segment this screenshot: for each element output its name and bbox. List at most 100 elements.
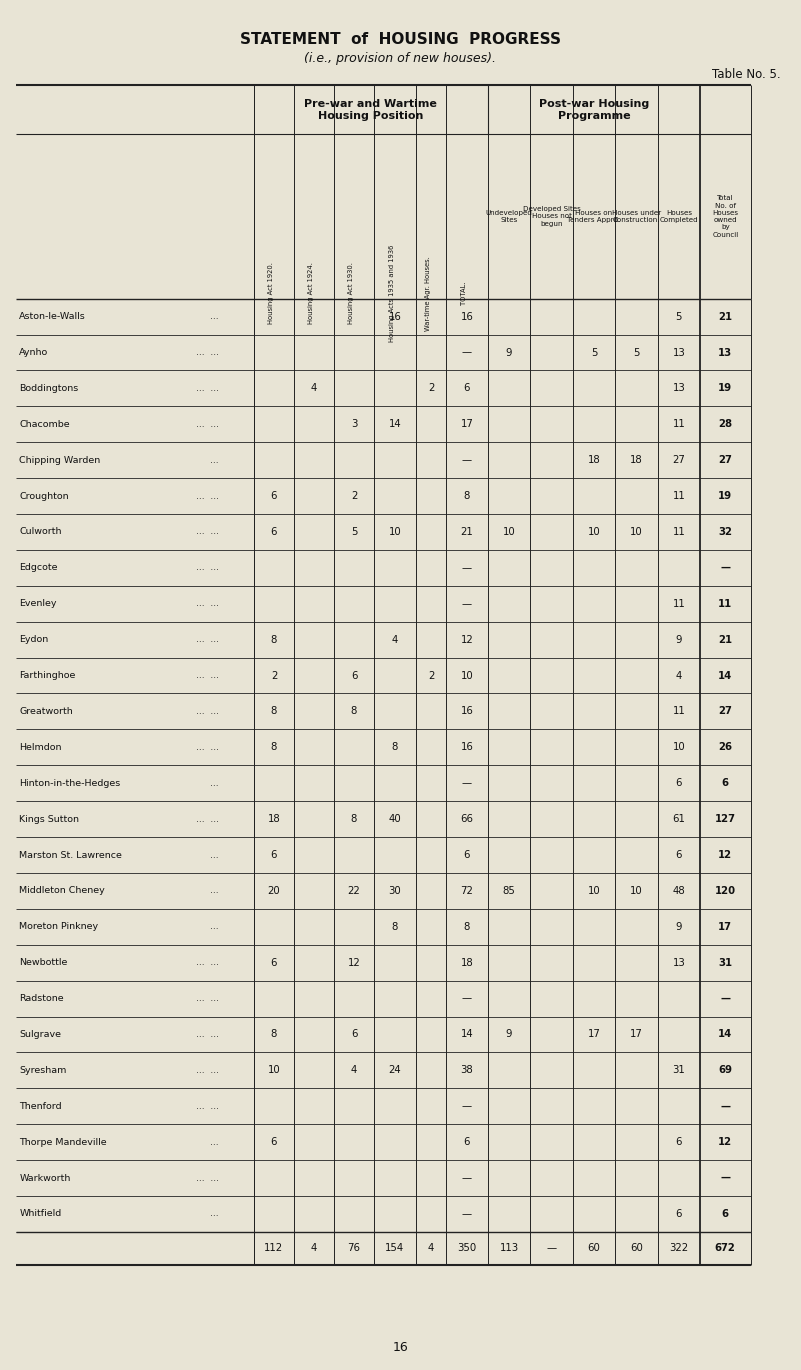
Text: 11: 11 xyxy=(718,599,732,608)
Text: Total
No. of
Houses
owned
by
Council: Total No. of Houses owned by Council xyxy=(712,196,739,237)
Text: —: — xyxy=(720,993,731,1004)
Text: ...  ...: ... ... xyxy=(195,419,219,429)
Text: 6: 6 xyxy=(271,1137,277,1147)
Text: ...: ... xyxy=(210,922,219,932)
Text: Pre-war and Wartime
Housing Position: Pre-war and Wartime Housing Position xyxy=(304,99,437,121)
Text: ...: ... xyxy=(210,886,219,896)
Text: 8: 8 xyxy=(351,707,357,717)
Text: Houses under
Construction.: Houses under Construction. xyxy=(612,210,661,223)
Text: 10: 10 xyxy=(388,527,401,537)
Text: 6: 6 xyxy=(351,670,357,681)
Text: ...  ...: ... ... xyxy=(195,384,219,393)
Text: 32: 32 xyxy=(718,527,732,537)
Text: 18: 18 xyxy=(268,814,280,825)
Text: ...  ...: ... ... xyxy=(195,743,219,752)
Text: 22: 22 xyxy=(348,886,360,896)
Text: 4: 4 xyxy=(311,1244,317,1254)
Text: 8: 8 xyxy=(271,634,277,645)
Text: Developed Sites
Houses not
begun: Developed Sites Houses not begun xyxy=(522,207,581,226)
Text: ...  ...: ... ... xyxy=(195,348,219,358)
Text: 20: 20 xyxy=(268,886,280,896)
Text: Houses
Completed: Houses Completed xyxy=(659,210,698,223)
Text: 6: 6 xyxy=(464,1137,470,1147)
Text: 12: 12 xyxy=(461,634,473,645)
Text: 16: 16 xyxy=(461,707,473,717)
Text: 8: 8 xyxy=(464,922,470,932)
Text: ...  ...: ... ... xyxy=(195,492,219,500)
Text: ...: ... xyxy=(210,1210,219,1218)
Text: 21: 21 xyxy=(718,634,732,645)
Text: 17: 17 xyxy=(461,419,473,429)
Text: 9: 9 xyxy=(505,348,513,358)
Text: 11: 11 xyxy=(673,707,685,717)
Text: ...  ...: ... ... xyxy=(195,527,219,537)
Text: Syresham: Syresham xyxy=(19,1066,66,1075)
Text: Boddingtons: Boddingtons xyxy=(19,384,78,393)
Text: Hinton-in-the-Hedges: Hinton-in-the-Hedges xyxy=(19,778,120,788)
Text: ...  ...: ... ... xyxy=(195,636,219,644)
Text: Table No. 5.: Table No. 5. xyxy=(712,68,781,81)
Text: 672: 672 xyxy=(714,1244,736,1254)
Text: 14: 14 xyxy=(718,1029,732,1040)
Text: 2: 2 xyxy=(351,490,357,501)
Text: Houses on
Tenders Apprd.: Houses on Tenders Apprd. xyxy=(567,210,621,223)
Text: 9: 9 xyxy=(675,634,682,645)
Text: Farthinghoe: Farthinghoe xyxy=(19,671,75,680)
Text: 21: 21 xyxy=(718,311,732,322)
Text: 5: 5 xyxy=(590,348,598,358)
Text: Aston-le-Walls: Aston-le-Walls xyxy=(19,312,86,321)
Text: 10: 10 xyxy=(588,886,600,896)
Text: War-time Agr. Houses.: War-time Agr. Houses. xyxy=(425,256,431,330)
Text: 10: 10 xyxy=(461,670,473,681)
Text: 6: 6 xyxy=(351,1029,357,1040)
Text: Thenford: Thenford xyxy=(19,1101,62,1111)
Text: —: — xyxy=(462,778,472,788)
Text: 322: 322 xyxy=(670,1244,688,1254)
Text: ...: ... xyxy=(210,1137,219,1147)
Text: Culworth: Culworth xyxy=(19,527,62,537)
Text: 4: 4 xyxy=(311,384,317,393)
Text: 16: 16 xyxy=(461,743,473,752)
Text: Post-war Housing
Programme: Post-war Housing Programme xyxy=(539,99,649,121)
Text: 10: 10 xyxy=(630,886,642,896)
Text: 9: 9 xyxy=(675,922,682,932)
Text: 10: 10 xyxy=(503,527,515,537)
Text: 28: 28 xyxy=(718,419,732,429)
Text: 27: 27 xyxy=(718,455,732,466)
Text: 6: 6 xyxy=(271,849,277,860)
Text: 4: 4 xyxy=(428,1244,434,1254)
Text: Whitfield: Whitfield xyxy=(19,1210,62,1218)
Text: 6: 6 xyxy=(675,849,682,860)
Text: —: — xyxy=(720,1173,731,1184)
Text: 16: 16 xyxy=(388,311,401,322)
Text: TOTAL.: TOTAL. xyxy=(461,281,467,306)
Text: Chipping Warden: Chipping Warden xyxy=(19,456,100,464)
Text: Greatworth: Greatworth xyxy=(19,707,73,717)
Text: 10: 10 xyxy=(268,1066,280,1075)
Text: 11: 11 xyxy=(673,527,685,537)
Text: —: — xyxy=(720,1101,731,1111)
Text: 6: 6 xyxy=(722,778,729,788)
Text: —: — xyxy=(462,348,472,358)
Text: Helmdon: Helmdon xyxy=(19,743,62,752)
Text: 9: 9 xyxy=(505,1029,513,1040)
Text: 12: 12 xyxy=(718,849,732,860)
Text: 8: 8 xyxy=(392,743,398,752)
Text: ...  ...: ... ... xyxy=(195,1174,219,1182)
Text: 31: 31 xyxy=(673,1066,685,1075)
Text: Marston St. Lawrence: Marston St. Lawrence xyxy=(19,851,122,859)
Text: 8: 8 xyxy=(392,922,398,932)
Text: Housing Acts 1935 and 1936: Housing Acts 1935 and 1936 xyxy=(389,244,395,342)
Text: 14: 14 xyxy=(461,1029,473,1040)
Text: 12: 12 xyxy=(348,958,360,967)
Text: ...  ...: ... ... xyxy=(195,707,219,717)
Text: Croughton: Croughton xyxy=(19,492,69,500)
Text: 2: 2 xyxy=(428,670,434,681)
Text: Kings Sutton: Kings Sutton xyxy=(19,815,79,823)
Text: 2: 2 xyxy=(271,670,277,681)
Text: 60: 60 xyxy=(630,1244,643,1254)
Text: STATEMENT  of  HOUSING  PROGRESS: STATEMENT of HOUSING PROGRESS xyxy=(240,32,561,47)
Text: —: — xyxy=(462,563,472,573)
Text: —: — xyxy=(462,993,472,1004)
Text: 154: 154 xyxy=(385,1244,405,1254)
